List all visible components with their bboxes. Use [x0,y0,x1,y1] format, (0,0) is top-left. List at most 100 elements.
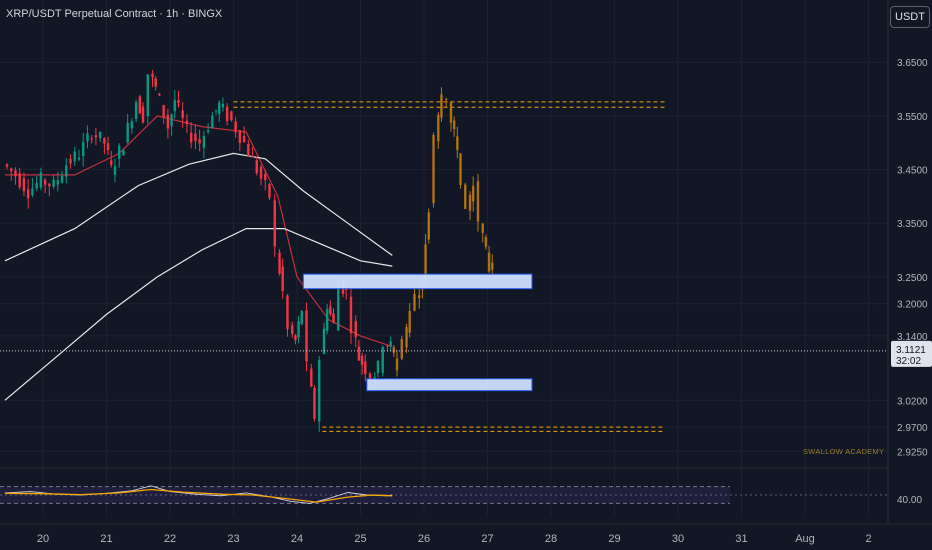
candle-body [268,184,271,198]
projection-body [487,252,491,272]
candle-body [206,130,210,132]
candle-body [255,160,258,174]
currency-button[interactable]: USDT [890,6,930,28]
candle-body [52,179,55,187]
oscillator-pane [0,467,888,504]
candle-body [202,135,206,148]
price-axis[interactable]: 3.6500 3.5500 3.4500 3.3500 3.2500 3.2000 3.14… [887,0,928,524]
time-tick-label: 2 [865,533,871,545]
time-tick-label: 28 [545,533,557,545]
candle-body [170,114,173,127]
candle-body [181,110,184,118]
time-tick-label: 31 [735,533,747,545]
current-price-countdown: 32:02 [896,356,921,367]
time-tick-label: 26 [418,533,430,545]
chart-title: XRP/USDT Perpetual Contract · 1h · BINGX [6,8,223,20]
candle-body [48,183,51,187]
candle-body [300,310,303,324]
candle-body [185,120,189,125]
candle-body [69,159,72,164]
projection-body [468,194,472,211]
time-tick-label: 23 [227,533,239,545]
moving-average-line [4,152,393,262]
candle-body [65,165,68,177]
candle-body [247,143,250,157]
candle-body [291,325,294,335]
candle-body [313,387,316,419]
time-tick-label: 24 [291,533,303,545]
candle-body [264,174,267,181]
candle-body [98,131,102,139]
projection-body [491,262,494,270]
candle-body [73,151,76,162]
candle-body [238,130,242,144]
time-axis[interactable]: 20 21 22 23 24 25 26 27 28 29 30 31 Aug 2 [0,523,932,545]
time-tick-label: 22 [164,533,176,545]
candle-body [218,102,221,115]
oscillator-signal-line [4,488,393,503]
candle-body [310,368,313,387]
candle-body [103,138,106,144]
candle-body [230,111,233,121]
candle-body [77,157,81,160]
candle-body [225,106,229,122]
candle-body [173,99,176,112]
candle-body [389,341,392,347]
candle-body [154,78,157,87]
projection-body [472,185,475,202]
price-tick-label: 3.5500 [897,112,928,123]
projection-body [427,212,430,240]
price-tick-label: 3.1400 [897,332,928,343]
candle-body [329,306,332,315]
time-tick-label: 21 [100,533,112,545]
candle-body [177,100,180,103]
candle-body [273,200,276,247]
candle-body [259,166,263,179]
candle-body [134,102,138,119]
projection-body [440,94,443,118]
price-tick-label: 2.9700 [897,423,928,434]
price-tick-label: 3.6500 [897,58,928,69]
projection-body [449,101,453,123]
price-tick-label: 3.0200 [897,396,928,407]
candle-body [364,361,367,374]
candle-body [141,106,145,123]
candle-body [113,166,117,175]
candle-body [325,309,329,331]
candle-body [122,150,125,156]
candle-body [332,313,335,323]
price-tick-label: 3.2500 [897,273,928,284]
projection-body [392,347,396,353]
candle-body [297,321,300,338]
projection-body [437,114,440,142]
candle-body [322,328,326,354]
candle-body [251,155,254,157]
candle-body [151,73,154,78]
projection-body [481,223,484,233]
price-zone-box [302,273,533,290]
candle-body [60,175,64,183]
candle-body [138,96,142,114]
projection-body [432,134,435,204]
watermark-text: SWALLOW ACADEMY [803,447,885,456]
candle-body [354,321,357,338]
candle-body [305,310,308,362]
projection-body [405,326,408,348]
candle-body [337,282,340,331]
candle-body [14,170,17,177]
projection-body [395,358,399,371]
candle-body [82,141,85,157]
candle-body [381,346,384,373]
candle-body [349,296,353,334]
candle-body [278,252,281,274]
moving-average-line [4,228,393,401]
price-tick-label: 3.4500 [897,166,928,177]
projection-body [424,244,427,282]
candle-body [10,168,13,172]
candle-body [360,355,364,365]
moving-averages [4,115,393,401]
candle-body [166,114,170,129]
dashed-price-levels [233,101,666,432]
projection-body [464,184,467,209]
